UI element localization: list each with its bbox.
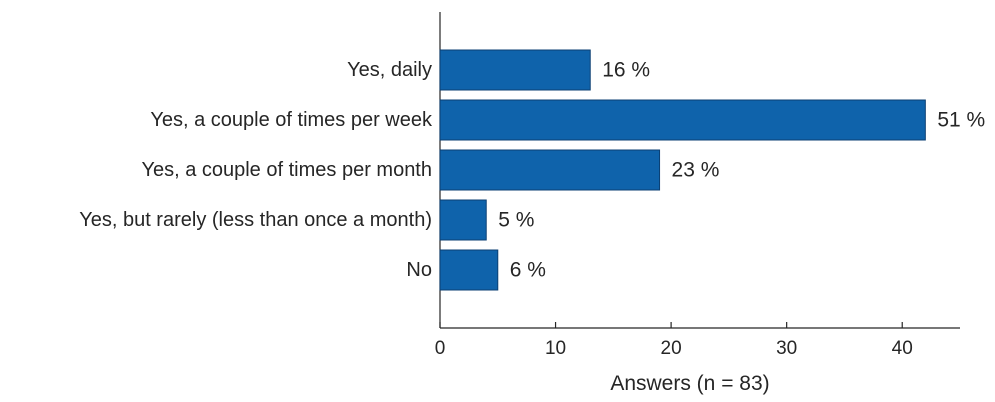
x-axis-title: Answers (n = 83) — [610, 372, 769, 395]
data-label-4: 5 % — [498, 209, 534, 232]
category-label-2: Yes, a couple of times per week — [150, 109, 433, 131]
category-label-5: No — [406, 259, 432, 281]
x-tick-label-20: 20 — [661, 338, 682, 359]
x-tick-label-10: 10 — [545, 338, 566, 359]
data-label-1: 16 % — [602, 59, 650, 82]
bar-2 — [439, 99, 926, 141]
data-label-5: 6 % — [510, 259, 546, 282]
data-label-2: 51 % — [937, 109, 985, 132]
data-label-3: 23 % — [672, 159, 720, 182]
x-tick-label-30: 30 — [776, 338, 797, 359]
bar-5 — [439, 249, 499, 291]
category-label-3: Yes, a couple of times per month — [141, 159, 432, 181]
x-tick-label-40: 40 — [892, 338, 913, 359]
category-label-4: Yes, but rarely (less than once a month) — [79, 209, 432, 231]
x-tick-label-0: 0 — [435, 338, 446, 359]
category-label-1: Yes, daily — [347, 59, 432, 81]
bar-1 — [439, 49, 591, 91]
bar-3 — [439, 149, 661, 191]
bar-4 — [439, 199, 487, 241]
